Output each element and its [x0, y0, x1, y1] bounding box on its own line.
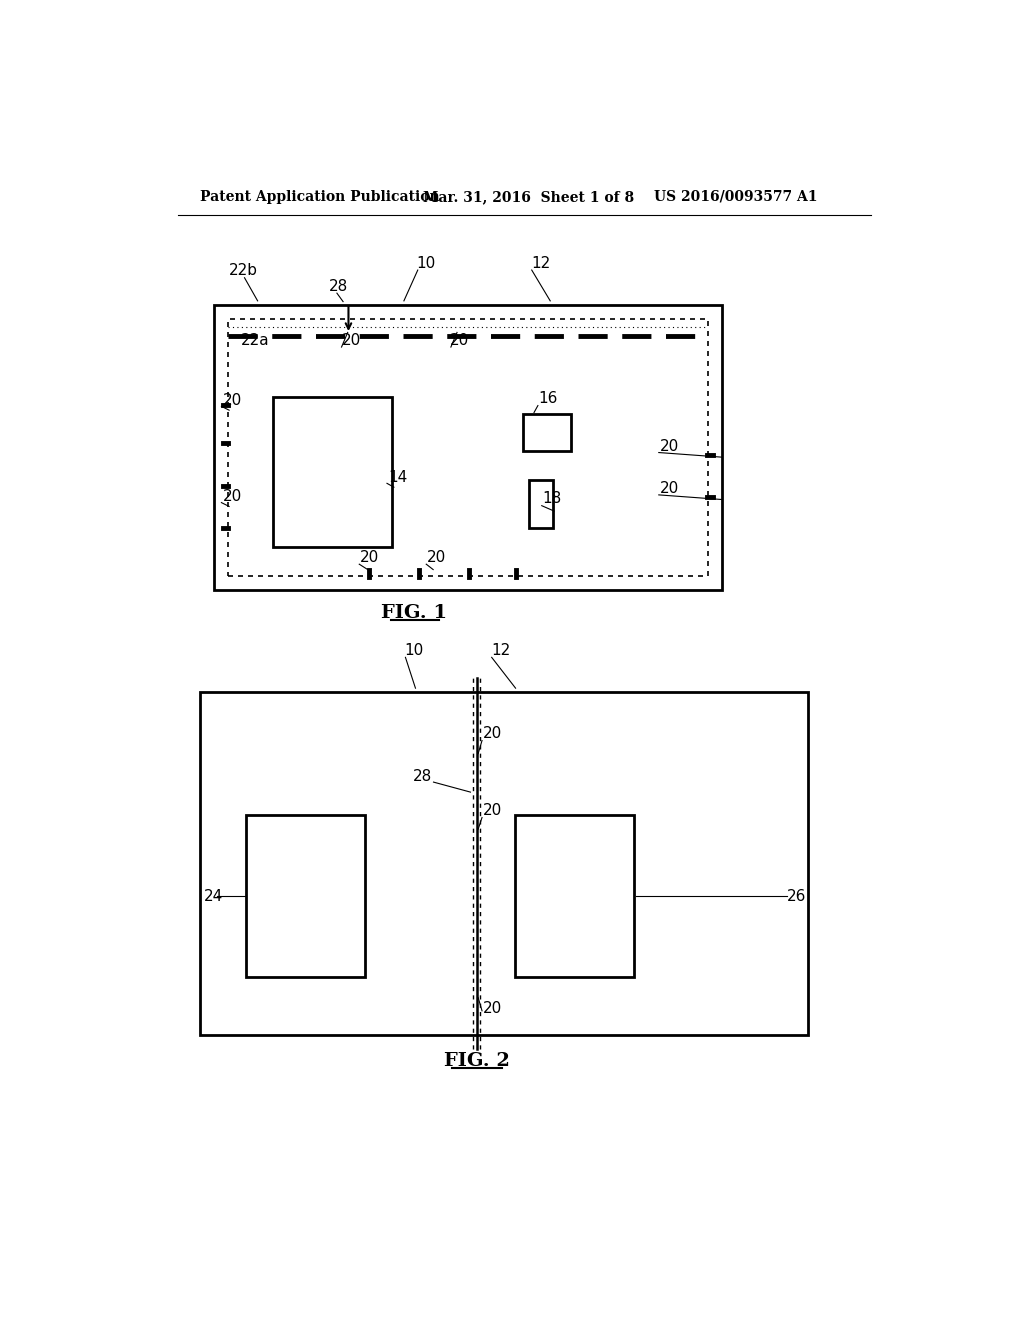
Text: US 2016/0093577 A1: US 2016/0093577 A1 [654, 190, 817, 203]
Bar [227, 318, 708, 576]
Bar [246, 816, 366, 977]
Text: 20: 20 [342, 333, 361, 347]
Text: FIG. 2: FIG. 2 [444, 1052, 510, 1069]
Text: 26: 26 [786, 888, 806, 904]
Text: 20: 20 [660, 482, 680, 496]
Text: 28: 28 [413, 768, 432, 784]
Text: 28: 28 [330, 279, 348, 294]
Text: 20: 20 [660, 440, 680, 454]
Text: 20: 20 [223, 393, 243, 408]
Text: 18: 18 [543, 491, 562, 507]
Bar [214, 305, 722, 590]
Bar [529, 480, 553, 528]
Text: 22a: 22a [241, 333, 269, 347]
Bar [515, 816, 635, 977]
Bar [523, 414, 571, 451]
Text: 20: 20 [482, 726, 502, 742]
Text: 12: 12 [490, 643, 510, 659]
Text: 20: 20 [482, 1001, 502, 1016]
Text: 14: 14 [388, 470, 408, 484]
Text: FIG. 1: FIG. 1 [381, 603, 447, 622]
Text: 10: 10 [416, 256, 435, 271]
Text: 20: 20 [360, 550, 379, 565]
Text: 24: 24 [204, 888, 223, 904]
Text: 22b: 22b [229, 264, 258, 279]
Text: 20: 20 [223, 488, 243, 504]
Text: 20: 20 [482, 803, 502, 818]
Text: 12: 12 [531, 256, 550, 271]
Bar [200, 692, 808, 1035]
Text: Mar. 31, 2016  Sheet 1 of 8: Mar. 31, 2016 Sheet 1 of 8 [423, 190, 634, 203]
Text: 20: 20 [451, 333, 469, 347]
Bar [273, 397, 392, 548]
Text: 10: 10 [403, 643, 423, 659]
Text: 20: 20 [427, 550, 446, 565]
Text: 16: 16 [539, 391, 558, 407]
Text: Patent Application Publication: Patent Application Publication [200, 190, 439, 203]
